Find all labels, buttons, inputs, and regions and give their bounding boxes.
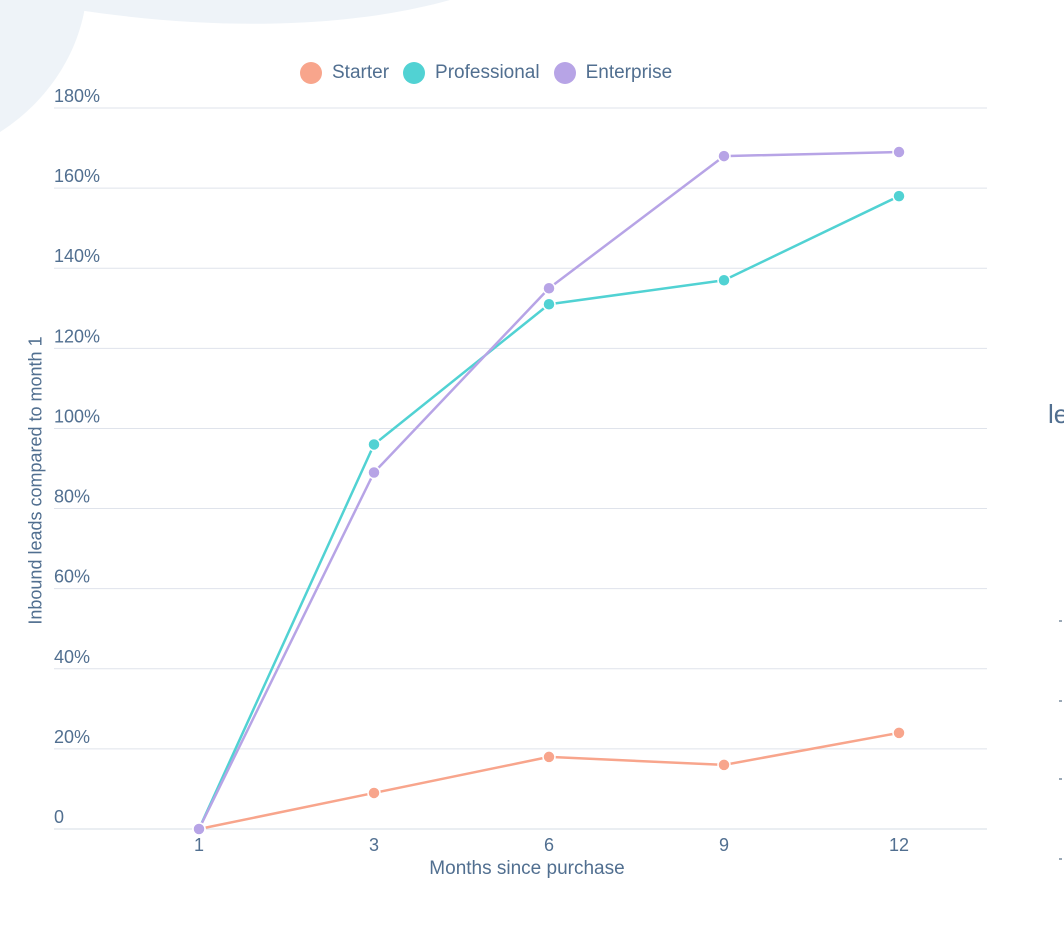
y-tick-label: 160% xyxy=(54,166,100,186)
data-point-professional xyxy=(892,189,906,203)
y-tick-label: 120% xyxy=(54,326,100,346)
data-point-professional xyxy=(367,437,381,452)
x-axis-label: Months since purchase xyxy=(429,858,625,879)
legend-item-professional[interactable]: Professional xyxy=(403,62,540,84)
legend-item-enterprise[interactable]: Enterprise xyxy=(553,62,673,84)
y-tick-label: 20% xyxy=(54,727,90,747)
y-tick-label: 180% xyxy=(54,86,100,106)
y-tick-label: 100% xyxy=(54,406,100,426)
data-point-professional xyxy=(717,273,731,287)
data-point-starter xyxy=(542,750,556,764)
x-tick-label: 3 xyxy=(369,835,379,855)
data-point-enterprise xyxy=(717,149,731,163)
data-point-enterprise xyxy=(542,281,556,295)
edge-tick-mark xyxy=(1059,778,1062,780)
edge-tick-mark xyxy=(1059,700,1062,702)
series-lines xyxy=(197,150,901,831)
x-tick-label: 6 xyxy=(544,835,554,855)
y-tick-label: 60% xyxy=(54,567,90,587)
data-point-enterprise xyxy=(367,465,381,480)
x-tick-label: 1 xyxy=(194,835,204,855)
y-tick-label: 140% xyxy=(54,246,100,266)
legend: Starter Professional Enterprise xyxy=(300,58,672,88)
data-point-professional xyxy=(542,297,556,312)
edge-tick-mark xyxy=(1059,620,1062,622)
series-line-enterprise xyxy=(197,150,901,831)
data-points xyxy=(192,145,906,836)
y-tick-label: 80% xyxy=(54,487,90,507)
legend-label-professional: Professional xyxy=(435,62,540,83)
y-axis-ticks: 0 20% 40% 60% 80% 100% 120% 140% 160% 180% xyxy=(54,86,100,827)
x-tick-label: 9 xyxy=(719,835,729,855)
legend-item-starter[interactable]: Starter xyxy=(300,62,389,84)
y-tick-label: 40% xyxy=(54,647,90,667)
x-axis-ticks: 1 3 6 9 12 xyxy=(194,835,909,855)
edge-text-fragment: le xyxy=(1048,399,1064,429)
gridlines xyxy=(54,107,987,830)
series-line-starter xyxy=(197,731,901,831)
legend-swatch-starter xyxy=(300,62,322,84)
data-point-starter xyxy=(367,786,381,800)
legend-swatch-enterprise xyxy=(553,62,576,84)
data-point-enterprise xyxy=(192,822,206,836)
legend-swatch-professional xyxy=(403,62,426,84)
data-point-starter xyxy=(717,758,731,772)
y-axis-label: Inbound leads compared to month 1 xyxy=(25,336,46,625)
y-tick-label: 0 xyxy=(54,807,64,827)
legend-label-enterprise: Enterprise xyxy=(585,62,673,83)
legend-label-starter: Starter xyxy=(332,62,390,83)
x-tick-label: 12 xyxy=(889,835,909,855)
data-point-enterprise xyxy=(892,145,906,159)
edge-tick-mark xyxy=(1059,858,1062,860)
data-point-starter xyxy=(892,726,906,740)
